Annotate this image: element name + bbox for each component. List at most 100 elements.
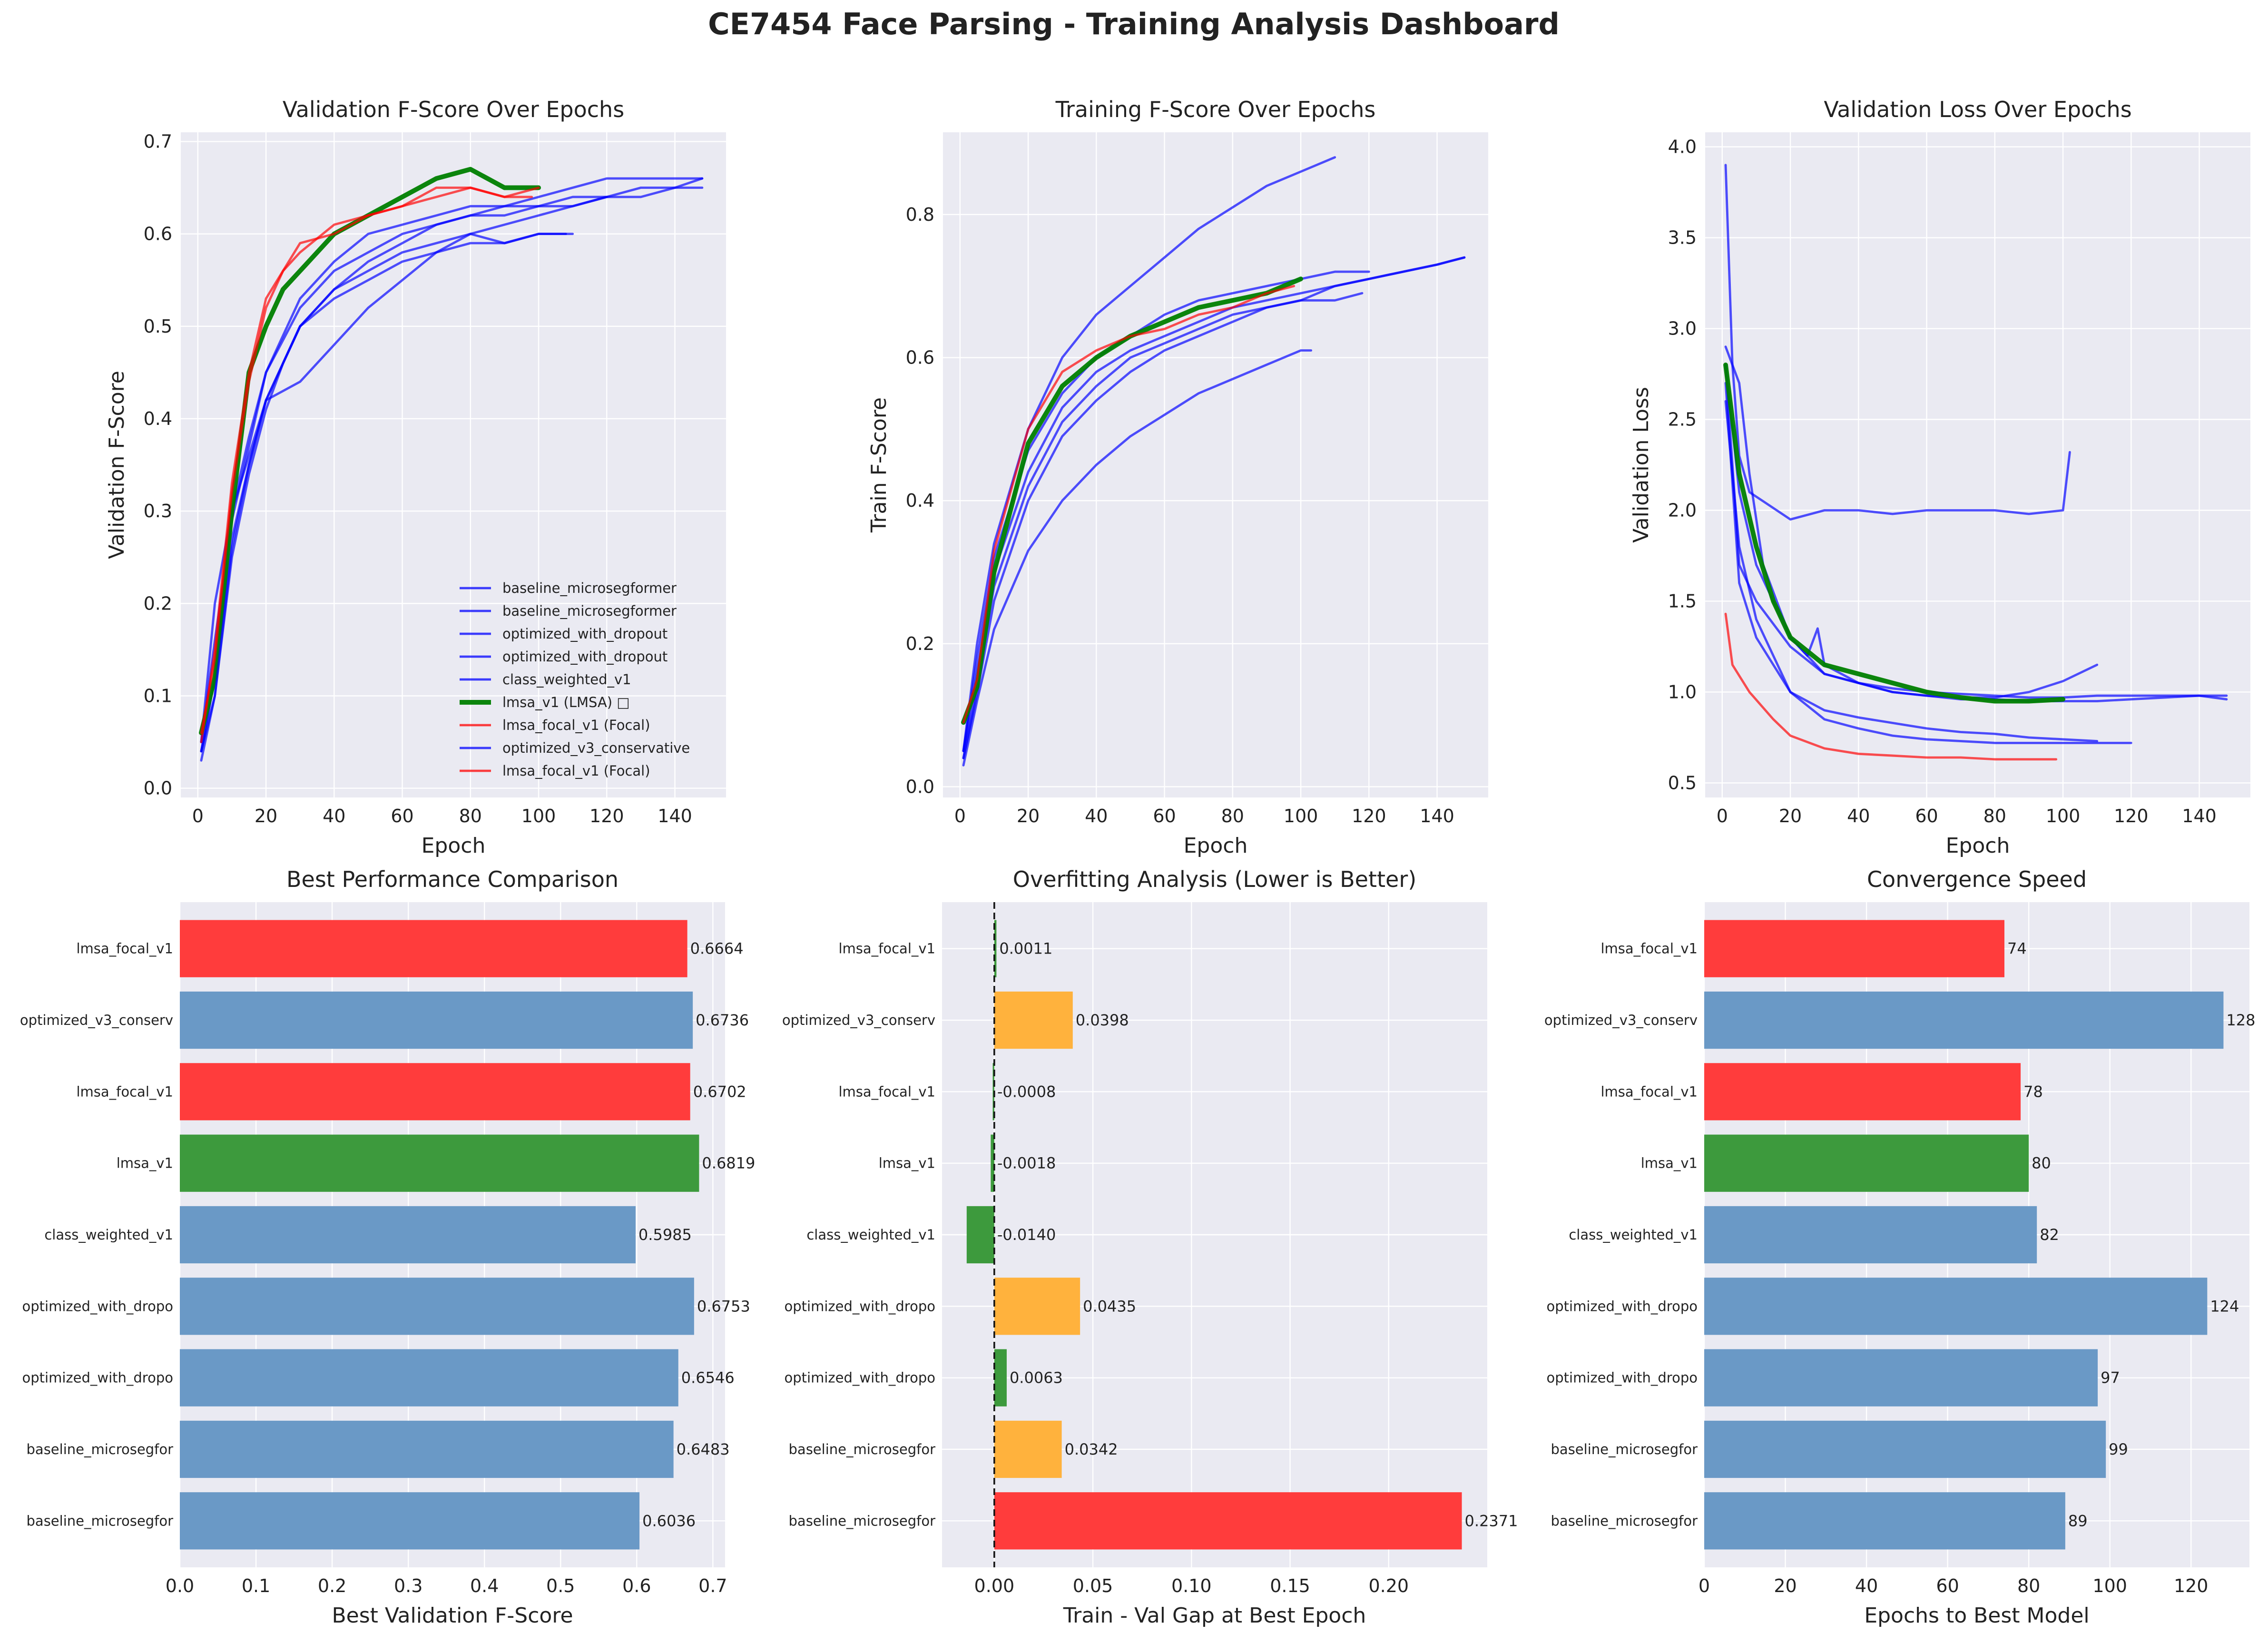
bar — [994, 920, 997, 977]
series-line — [1724, 382, 2132, 744]
overfitting-panel: Overfitting Analysis (Lower is Better) Tr… — [782, 866, 1518, 1628]
bar — [180, 1278, 694, 1335]
y-tick-label: 1.5 — [1668, 590, 1697, 611]
bar — [1704, 1492, 2065, 1550]
category-label: lmsa_v1 — [1641, 1155, 1698, 1171]
series-line — [1724, 400, 2099, 743]
y-axis-label: Validation Loss — [1629, 387, 1653, 543]
x-tick-label: 80 — [1983, 806, 2006, 826]
value-label: -0.0140 — [997, 1226, 1056, 1244]
value-label: 80 — [2032, 1154, 2051, 1172]
bar — [1704, 1134, 2029, 1192]
bar — [1704, 1349, 2098, 1407]
series-line — [962, 285, 1296, 724]
x-tick-label: 40 — [1847, 806, 1870, 826]
x-tick-label: 80 — [1221, 806, 1244, 826]
bar — [1704, 991, 2224, 1049]
y-tick-label: 3.0 — [1668, 318, 1697, 339]
x-tick-label: 0.5 — [546, 1575, 575, 1596]
category-label: lmsa_focal_v1 — [838, 941, 935, 957]
value-label: 97 — [2101, 1369, 2120, 1387]
category-label: optimized_with_dropo — [785, 1298, 935, 1314]
category-label: baseline_microsegfor — [27, 1513, 174, 1529]
category-label: lmsa_v1 — [879, 1155, 935, 1171]
bar — [994, 1349, 1007, 1407]
x-tick-label: 60 — [1936, 1575, 1959, 1596]
series-line — [1724, 164, 2071, 521]
y-tick-label: 0.7 — [144, 131, 172, 152]
category-label: optimized_v3_conserv — [782, 1012, 935, 1028]
legend-entry: lmsa_focal_v1 (Focal) — [502, 717, 650, 733]
x-axis-label: Epoch — [1184, 834, 1248, 858]
y-tick-label: 0.2 — [906, 633, 934, 654]
y-tick-label: 0.2 — [144, 593, 172, 614]
value-label: 0.2371 — [1465, 1512, 1518, 1530]
best-performance-panel: Best Performance Comparison Best Validati… — [20, 866, 755, 1628]
x-tick-label: 20 — [255, 806, 277, 826]
value-label: 74 — [2007, 940, 2027, 958]
bar — [180, 920, 687, 977]
validation-fscore-panel: Validation F-Score Over Epochs Epoch Valid… — [105, 97, 726, 858]
x-tick-label: 0 — [954, 806, 966, 826]
category-label: lmsa_focal_v1 — [838, 1083, 935, 1100]
category-label: lmsa_focal_v1 — [1600, 1083, 1698, 1100]
y-tick-label: 0.5 — [1668, 772, 1697, 793]
x-tick-label: 0.15 — [1270, 1575, 1310, 1596]
panel-title: Overfitting Analysis (Lower is Better) — [1013, 866, 1416, 892]
series-line — [200, 187, 704, 753]
y-tick-label: 0.5 — [144, 316, 172, 337]
legend-entry: optimized_v3_conservative — [502, 740, 690, 756]
value-label: 0.6819 — [702, 1154, 755, 1172]
x-tick-label: 120 — [1352, 806, 1386, 826]
y-tick-label: 2.0 — [1668, 500, 1697, 521]
category-label: optimized_with_dropo — [22, 1370, 173, 1386]
bar — [180, 1349, 678, 1407]
training-fscore-panel: Training F-Score Over Epochs Epoch Train F… — [867, 97, 1488, 858]
panel-title: Validation Loss Over Epochs — [1824, 97, 2131, 122]
bar — [1704, 1063, 2021, 1121]
y-tick-label: 0.6 — [906, 347, 934, 368]
category-label: lmsa_focal_v1 — [76, 1083, 173, 1100]
y-tick-label: 2.5 — [1668, 409, 1697, 430]
x-tick-label: 0 — [1717, 806, 1728, 826]
x-axis-label: Train - Val Gap at Best Epoch — [1063, 1603, 1366, 1628]
value-label: -0.0018 — [997, 1154, 1056, 1172]
panel-title: Best Performance Comparison — [286, 866, 619, 892]
bar — [180, 1420, 674, 1478]
legend-entry: lmsa_focal_v1 (Focal) — [502, 763, 650, 779]
bar — [991, 1134, 994, 1192]
x-tick-label: 120 — [2114, 806, 2149, 826]
value-label: 0.6546 — [681, 1369, 735, 1387]
category-label: optimized_v3_conserv — [20, 1012, 173, 1028]
x-tick-label: 0.3 — [394, 1575, 422, 1596]
y-tick-label: 0.8 — [906, 204, 934, 225]
value-label: 0.6664 — [690, 940, 744, 958]
x-tick-label: 0.00 — [974, 1575, 1015, 1596]
x-tick-label: 100 — [521, 806, 556, 826]
value-label: 78 — [2023, 1082, 2043, 1101]
panel-title: Training F-Score Over Epochs — [1055, 97, 1376, 122]
series-line — [199, 167, 541, 736]
x-axis-label: Epoch — [422, 834, 486, 858]
category-label: lmsa_focal_v1 — [76, 941, 173, 957]
legend-entry: baseline_microsegformer — [502, 603, 677, 619]
panel-title: Validation F-Score Over Epochs — [283, 97, 624, 122]
category-label: baseline_microsegfor — [27, 1441, 174, 1457]
bar — [180, 1063, 690, 1121]
panel-title: Convergence Speed — [1867, 866, 2087, 892]
series-line — [200, 177, 704, 753]
series-line — [962, 349, 1313, 767]
y-tick-label: 1.0 — [1668, 681, 1697, 702]
value-label: 128 — [2226, 1011, 2255, 1029]
x-tick-label: 0.10 — [1171, 1575, 1212, 1596]
y-tick-label: 0.3 — [144, 501, 172, 521]
y-tick-label: 4.0 — [1668, 137, 1697, 157]
category-label: optimized_with_dropo — [1547, 1370, 1698, 1386]
value-label: 0.0063 — [1010, 1369, 1063, 1387]
category-label: optimized_with_dropo — [785, 1370, 935, 1386]
value-label: 0.0342 — [1065, 1440, 1118, 1458]
x-tick-label: 20 — [1017, 806, 1040, 826]
bar — [994, 1420, 1062, 1478]
x-tick-label: 20 — [1779, 806, 1802, 826]
